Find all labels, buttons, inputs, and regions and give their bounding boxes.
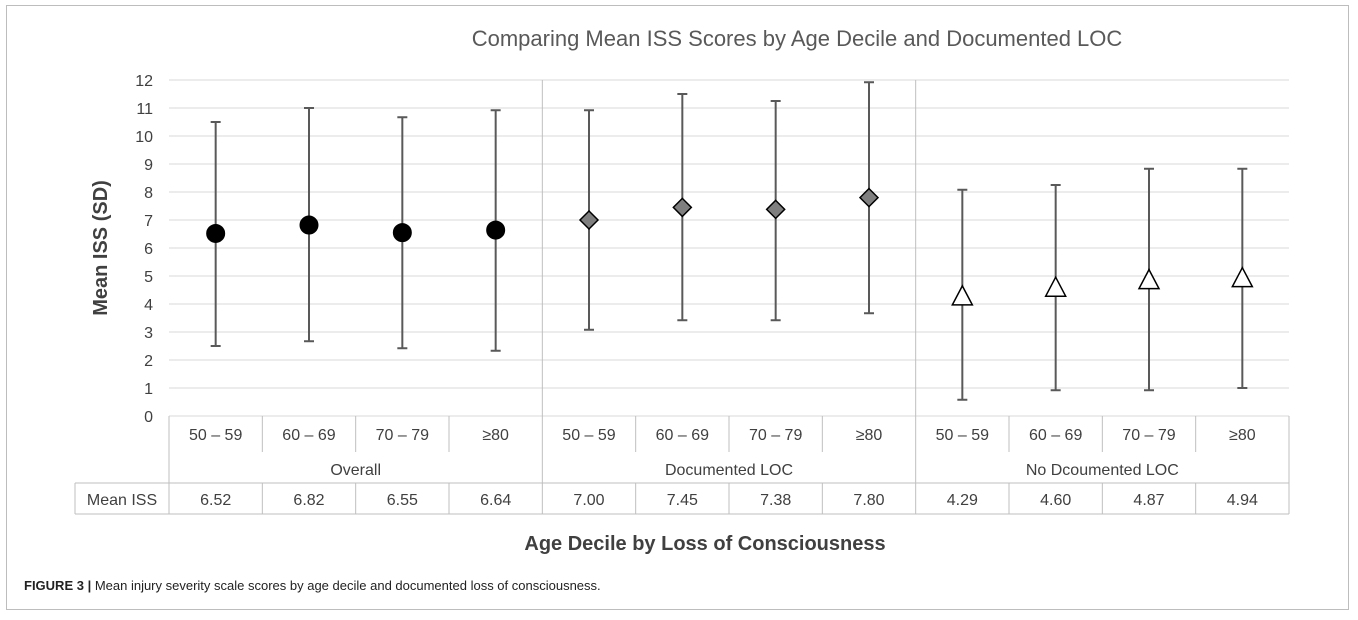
data-point-diamond [672,197,693,218]
category-label: 70 – 79 [376,427,429,444]
caption-label: FIGURE 3 | [24,578,92,593]
x-axis-title: Age Decile by Loss of Consciousness [524,533,885,555]
y-tick-label: 2 [144,353,153,370]
data-point-circle [486,220,506,240]
mean-iss-value: 6.64 [480,492,511,509]
data-point-circle [206,223,226,243]
chart: Comparing Mean ISS Scores by Age Decile … [74,26,1290,555]
mean-iss-value: 4.60 [1040,492,1071,509]
figure-frame: Comparing Mean ISS Scores by Age Decile … [6,5,1349,610]
category-label: 50 – 59 [189,427,242,444]
caption-text: Mean injury severity scale scores by age… [91,578,601,593]
chart-title: Comparing Mean ISS Scores by Age Decile … [472,26,1123,51]
mean-iss-value: 4.29 [947,492,978,509]
table-row-label: Mean ISS [87,492,157,509]
category-label: 50 – 59 [936,427,989,444]
group-label: No Dcoumented LOC [1026,462,1179,479]
group-label: Documented LOC [665,462,793,479]
mean-iss-value: 4.87 [1133,492,1164,509]
data-point-circle [299,215,319,235]
category-label: ≥80 [482,427,509,444]
y-tick-label: 8 [144,185,153,202]
mean-iss-value: 6.52 [200,492,231,509]
category-label: 60 – 69 [656,427,709,444]
category-label: 70 – 79 [1122,427,1175,444]
y-tick-label: 10 [135,129,153,146]
category-label: 50 – 59 [562,427,615,444]
y-tick-label: 6 [144,241,153,258]
category-label: ≥80 [856,427,883,444]
mean-iss-value: 7.80 [853,492,884,509]
data-point-triangle [1137,268,1161,290]
y-axis-title: Mean ISS (SD) [90,180,112,316]
data-point-triangle [951,284,974,306]
data-point-diamond [578,209,600,231]
y-tick-label: 12 [135,73,153,90]
data-point-triangle [1231,266,1254,288]
category-label: 70 – 79 [749,427,802,444]
category-label: ≥80 [1229,427,1256,444]
data-point-circle [392,223,412,243]
figure-caption: FIGURE 3 | Mean injury severity scale sc… [24,578,601,593]
category-label: 60 – 69 [282,427,335,444]
data-point-triangle [1044,275,1067,297]
mean-iss-value: 6.55 [387,492,418,509]
y-tick-label: 7 [144,213,153,230]
mean-iss-value: 6.82 [293,492,324,509]
y-tick-label: 9 [144,157,153,174]
mean-iss-value: 7.45 [667,492,698,509]
y-tick-label: 3 [144,325,153,342]
data-point-diamond [858,187,880,208]
mean-iss-value: 4.94 [1227,492,1258,509]
mean-iss-value: 7.00 [573,492,604,509]
y-tick-label: 0 [144,409,153,426]
y-tick-label: 1 [144,381,153,398]
category-label: 60 – 69 [1029,427,1082,444]
y-tick-label: 4 [144,297,153,314]
y-tick-label: 11 [136,101,153,118]
y-tick-label: 5 [144,269,153,286]
group-label: Overall [330,462,381,479]
mean-iss-value: 7.38 [760,492,791,509]
data-point-diamond [765,199,786,220]
